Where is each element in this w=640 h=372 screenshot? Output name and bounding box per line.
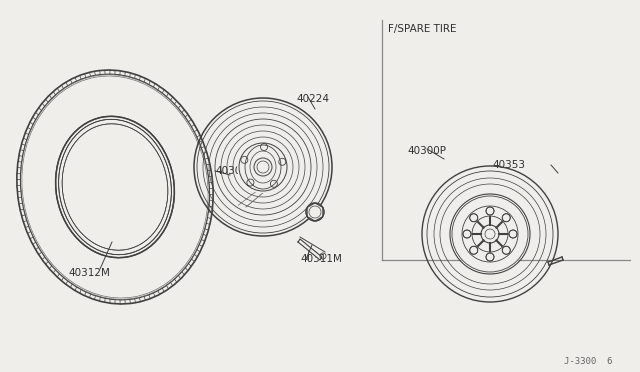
- Text: 40353: 40353: [492, 160, 525, 170]
- Circle shape: [451, 195, 529, 273]
- Text: 40224: 40224: [296, 94, 329, 104]
- Polygon shape: [298, 239, 322, 260]
- Text: J-3300  6: J-3300 6: [564, 357, 612, 366]
- Text: 40311M: 40311M: [300, 254, 342, 264]
- Text: F/SPARE TIRE: F/SPARE TIRE: [388, 24, 456, 34]
- Text: 40300P: 40300P: [215, 166, 254, 176]
- Circle shape: [463, 230, 471, 238]
- Circle shape: [486, 253, 494, 261]
- Circle shape: [470, 246, 477, 254]
- Circle shape: [502, 214, 510, 222]
- Text: 40312M: 40312M: [68, 268, 110, 278]
- Circle shape: [306, 203, 324, 221]
- Ellipse shape: [22, 76, 208, 298]
- Circle shape: [486, 207, 494, 215]
- Ellipse shape: [237, 141, 289, 193]
- Circle shape: [509, 230, 517, 238]
- Circle shape: [470, 214, 477, 222]
- Text: 40300P: 40300P: [407, 146, 446, 156]
- Circle shape: [502, 246, 510, 254]
